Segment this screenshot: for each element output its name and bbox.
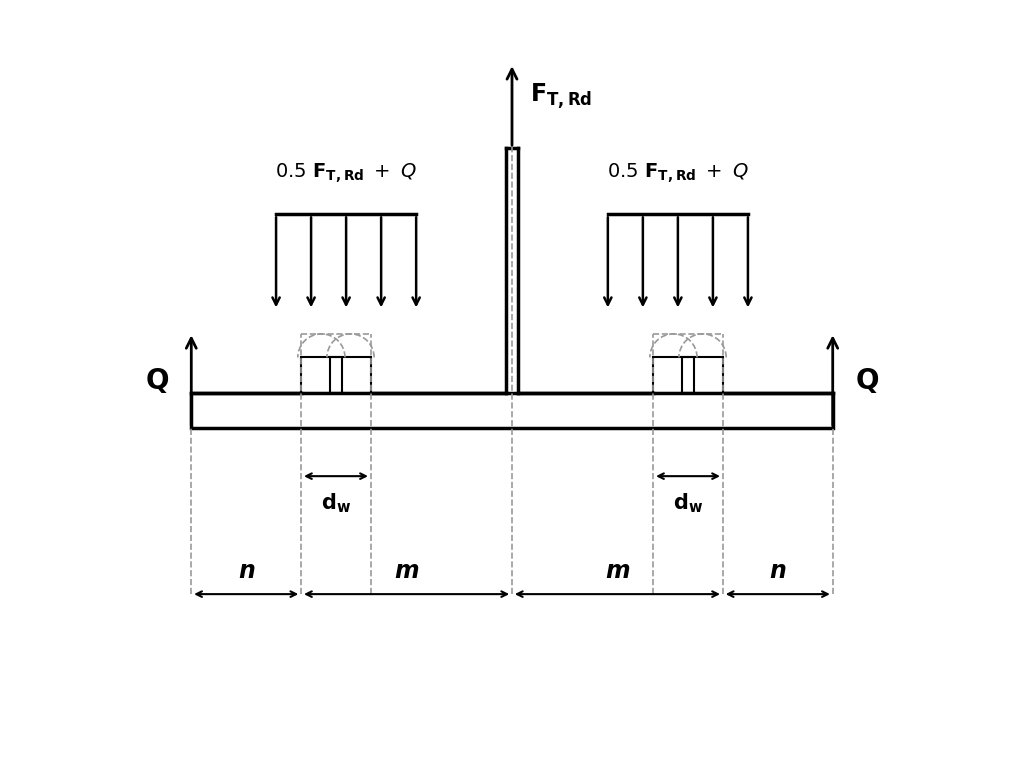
Text: n: n [769,559,786,583]
Text: $\mathbf{d_w}$: $\mathbf{d_w}$ [321,491,351,515]
Text: $\mathbf{d_w}$: $\mathbf{d_w}$ [673,491,703,515]
Text: $\mathbf{F_{T,Rd}}$: $\mathbf{F_{T,Rd}}$ [530,81,593,111]
Text: $0.5\ \mathbf{F_{T,Rd}}\ +\ Q$: $0.5\ \mathbf{F_{T,Rd}}\ +\ Q$ [607,162,749,185]
Text: $\mathbf{Q}$: $\mathbf{Q}$ [145,366,169,395]
Text: m: m [605,559,630,583]
Text: m: m [394,559,419,583]
Text: n: n [238,559,255,583]
Text: $\mathbf{Q}$: $\mathbf{Q}$ [855,366,879,395]
Text: $0.5\ \mathbf{F_{T,Rd}}\ +\ Q$: $0.5\ \mathbf{F_{T,Rd}}\ +\ Q$ [275,162,417,185]
